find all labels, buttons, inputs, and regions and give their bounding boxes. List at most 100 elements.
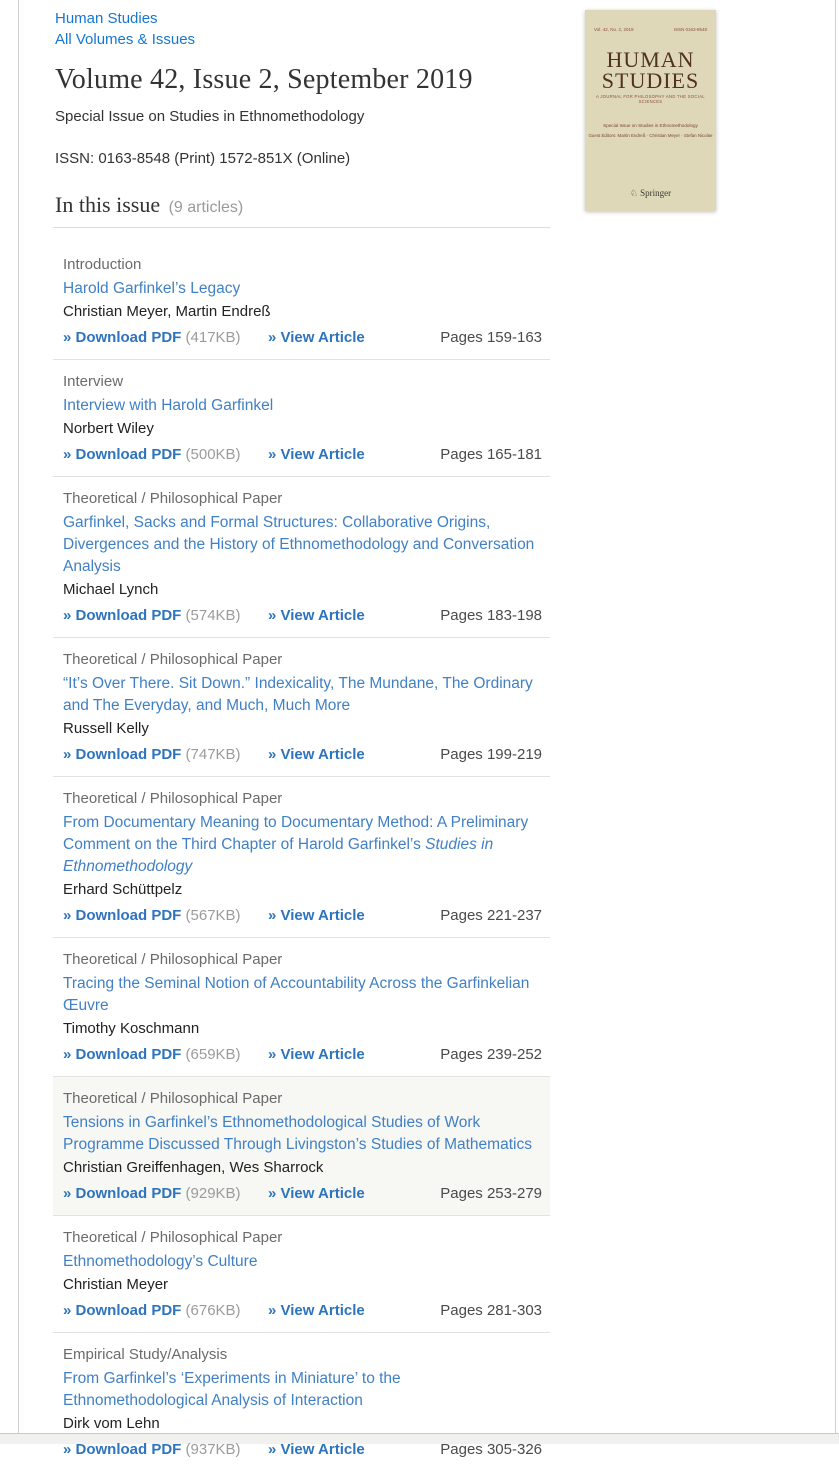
article-item: Empirical Study/Analysis From Garfinkel’s… <box>53 1333 550 1471</box>
download-pdf-link[interactable]: » Download PDF <box>63 1046 182 1063</box>
view-article-link[interactable]: » View Article <box>268 1046 365 1063</box>
download-pdf-link[interactable]: » Download PDF <box>63 446 182 463</box>
journal-home-link[interactable]: Human Studies <box>55 10 158 27</box>
cover-journal-title: HUMAN STUDIES <box>585 49 716 93</box>
article-title-link[interactable]: Tracing the Seminal Notion of Accountabi… <box>63 973 546 1017</box>
all-volumes-issues-link[interactable]: All Volumes & Issues <box>55 31 196 48</box>
article-item: Theoretical / Philosophical Paper “It’s O… <box>53 638 550 776</box>
article-list: Introduction Harold Garfinkel’s Legacy Chr… <box>53 243 550 1471</box>
issn-line: ISSN: 0163-8548 (Print) 1572-851X (Onlin… <box>55 150 351 167</box>
cover-top-row: Vol. 42, No. 2, 2019 ISSN 0163-8548 <box>585 10 716 32</box>
article-separator <box>53 776 550 777</box>
article-authors: Timothy Koschmann <box>63 1020 200 1037</box>
article-authors: Michael Lynch <box>63 581 159 598</box>
springer-logo: ♘ Springer <box>585 188 716 199</box>
article-separator <box>53 476 550 477</box>
article-title-link[interactable]: “It’s Over There. Sit Down.” Indexicalit… <box>63 673 546 717</box>
cover-special-issue-line: Special Issue on Studies in Ethnomethodo… <box>603 123 698 128</box>
pages-range: Pages 221-237 <box>440 907 542 924</box>
article-authors: Christian Meyer, Martin Endreß <box>63 303 271 320</box>
article-item: Theoretical / Philosophical Paper Tension… <box>53 1077 550 1215</box>
pdf-size: (417KB) <box>181 329 241 346</box>
springer-wordmark: Springer <box>640 188 672 198</box>
download-pdf-link[interactable]: » Download PDF <box>63 607 182 624</box>
section-heading-text: In this issue <box>55 192 161 217</box>
view-article-link[interactable]: » View Article <box>268 746 365 763</box>
article-title-link[interactable]: Tensions in Garfinkel’s Ethnomethodologi… <box>63 1112 546 1156</box>
article-category: Theoretical / Philosophical Paper <box>63 1090 283 1107</box>
article-separator <box>53 1332 550 1333</box>
pdf-size: (500KB) <box>181 446 241 463</box>
article-title-link[interactable]: From Garfinkel’s ‘Experiments in Miniatu… <box>63 1368 546 1412</box>
download-pdf-group: » Download PDF (567KB) <box>63 906 268 926</box>
article-item: Theoretical / Philosophical Paper Garfink… <box>53 477 550 637</box>
view-article-link[interactable]: » View Article <box>268 329 365 346</box>
article-category: Theoretical / Philosophical Paper <box>63 1229 283 1246</box>
article-title-link[interactable]: Interview with Harold Garfinkel <box>63 395 546 417</box>
article-item: Theoretical / Philosophical Paper Tracing… <box>53 938 550 1076</box>
journal-cover-thumbnail[interactable]: Vol. 42, No. 2, 2019 ISSN 0163-8548 HUMA… <box>585 10 716 211</box>
download-pdf-group: » Download PDF (747KB) <box>63 745 268 765</box>
pdf-size: (574KB) <box>181 607 241 624</box>
cover-guest-editors-line: Guest Editors: Martin Endreß · Christian… <box>588 133 713 138</box>
article-actions: » Download PDF (417KB) » View Article Page… <box>63 328 546 348</box>
article-authors: Christian Meyer <box>63 1276 169 1293</box>
view-article-link[interactable]: » View Article <box>268 907 365 924</box>
article-actions: » Download PDF (500KB)» View Article Page… <box>63 445 546 465</box>
footer-bar <box>0 1433 839 1444</box>
article-category: Theoretical / Philosophical Paper <box>63 951 283 968</box>
article-authors: Russell Kelly <box>63 720 149 737</box>
download-pdf-link[interactable]: » Download PDF <box>63 907 182 924</box>
cover-issn: ISSN 0163-8548 <box>673 27 707 32</box>
view-article-link[interactable]: » View Article <box>268 446 365 463</box>
view-article-link[interactable]: » View Article <box>268 1185 365 1202</box>
pdf-size: (567KB) <box>181 907 241 924</box>
article-category: Interview <box>63 373 124 390</box>
download-pdf-group: » Download PDF (574KB) <box>63 606 268 626</box>
view-article-link[interactable]: » View Article <box>268 1441 365 1458</box>
article-title-link[interactable]: From Documentary Meaning to Documentary … <box>63 812 546 878</box>
article-title-link[interactable]: Harold Garfinkel’s Legacy <box>63 278 546 300</box>
article-separator <box>53 937 550 938</box>
pages-range: Pages 159-163 <box>440 329 542 346</box>
page-right-edge <box>835 0 836 1433</box>
pages-range: Pages 199-219 <box>440 746 542 763</box>
article-actions: » Download PDF (929KB)» View Article Page… <box>63 1184 546 1204</box>
article-authors: Norbert Wiley <box>63 420 154 437</box>
article-item: Theoretical / Philosophical Paper Ethnome… <box>53 1216 550 1332</box>
article-actions: » Download PDF (937KB)» View Article Page… <box>63 1440 546 1460</box>
article-category: Theoretical / Philosophical Paper <box>63 651 283 668</box>
article-separator <box>53 637 550 638</box>
article-authors: Erhard Schüttpelz <box>63 881 183 898</box>
download-pdf-link[interactable]: » Download PDF <box>63 746 182 763</box>
download-pdf-group: » Download PDF (500KB) <box>63 445 268 465</box>
download-pdf-link[interactable]: » Download PDF <box>63 1302 182 1319</box>
article-category: Empirical Study/Analysis <box>63 1346 228 1363</box>
article-title-part: Garfinkel, Sacks and Formal Structures: … <box>63 514 535 575</box>
view-article-link[interactable]: » View Article <box>268 1302 365 1319</box>
article-title-part: Tensions in Garfinkel’s Ethnomethodologi… <box>63 1114 532 1153</box>
pdf-size: (747KB) <box>181 746 241 763</box>
download-pdf-link[interactable]: » Download PDF <box>63 1185 182 1202</box>
article-title-part: “It’s Over There. Sit Down.” Indexicalit… <box>63 675 533 714</box>
article-title-link[interactable]: Ethnomethodology’s Culture <box>63 1251 546 1273</box>
pages-range: Pages 305-326 <box>440 1441 542 1458</box>
article-item: Introduction Harold Garfinkel’s Legacy Chr… <box>53 243 550 359</box>
article-category: Theoretical / Philosophical Paper <box>63 790 283 807</box>
pages-range: Pages 239-252 <box>440 1046 542 1063</box>
cover-title-line: STUDIES <box>601 68 700 93</box>
article-title-part: Ethnomethodology’s Culture <box>63 1253 258 1270</box>
download-pdf-group: » Download PDF (659KB) <box>63 1045 268 1065</box>
article-separator <box>53 1076 550 1077</box>
cover-tagline: A JOURNAL FOR PHILOSOPHY AND THE SOCIAL … <box>596 94 705 104</box>
cover-vol-line: Vol. 42, No. 2, 2019 <box>594 27 634 32</box>
section-divider <box>53 227 550 228</box>
download-pdf-link[interactable]: » Download PDF <box>63 329 182 346</box>
view-article-link[interactable]: » View Article <box>268 607 365 624</box>
article-title-part: Harold Garfinkel’s Legacy <box>63 280 241 297</box>
pdf-size: (929KB) <box>181 1185 241 1202</box>
article-title-link[interactable]: Garfinkel, Sacks and Formal Structures: … <box>63 512 546 578</box>
article-actions: » Download PDF (574KB)» View Article Page… <box>63 606 546 626</box>
pages-range: Pages 183-198 <box>440 607 542 624</box>
article-actions: » Download PDF (659KB)» View Article Page… <box>63 1045 546 1065</box>
